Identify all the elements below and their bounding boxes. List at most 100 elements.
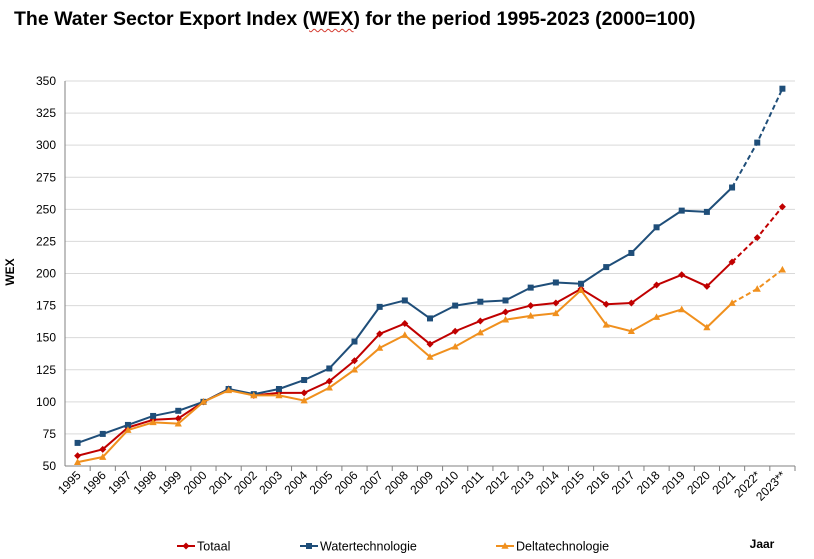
y-tick-100: 100: [36, 395, 56, 409]
x-tick-1998: 1998: [130, 468, 159, 497]
series-deltatechnologie: [73, 265, 787, 465]
y-tick-300: 300: [36, 138, 56, 152]
x-tick-2005: 2005: [307, 468, 336, 497]
point-watertechnologie-2015: [578, 280, 585, 287]
x-tick-labels: 1995199619971998199920002001200220032004…: [55, 468, 789, 504]
x-tick-2016: 2016: [584, 468, 613, 497]
point-totaal-2013: [527, 302, 535, 310]
point-watertechnologie-2004: [301, 377, 308, 384]
y-tick-125: 125: [36, 363, 56, 377]
point-deltatechnologie-2008: [401, 331, 409, 338]
point-deltatechnologie-2013: [527, 312, 535, 319]
point-deltatechnologie-2007: [376, 344, 384, 351]
point-deltatechnologie-2001: [225, 386, 233, 394]
y-tick-225: 225: [36, 234, 56, 248]
legend-label-totaal: Totaal: [197, 540, 230, 554]
point-watertechnologie-2013: [527, 284, 534, 291]
y-tick-175: 175: [36, 299, 56, 313]
x-tick-2000: 2000: [181, 468, 210, 497]
point-totaal-1996: [99, 445, 107, 453]
point-deltatechnologie-2000: [199, 398, 208, 405]
gridlines: [64, 80, 796, 471]
x-tick-2003: 2003: [256, 468, 285, 497]
point-totaal-2012: [502, 308, 510, 316]
point-totaal-2014: [552, 299, 560, 307]
y-tick-275: 275: [36, 170, 56, 184]
point-deltatechnologie-2009: [426, 353, 434, 360]
line-deltatechnologie: [77, 289, 733, 464]
point-watertechnologie-2016: [603, 264, 610, 271]
x-tick-1997: 1997: [105, 468, 134, 497]
line-dashed-watertechnologie: [731, 88, 784, 189]
point-watertechnologie-2006: [351, 338, 358, 345]
point-watertechnologie-2018: [653, 224, 660, 231]
legend-label-watertechnologie: Watertechnologie: [320, 540, 417, 554]
legend-item-deltatechnologie: Deltatechnologie: [496, 540, 609, 554]
x-tick-1996: 1996: [80, 468, 109, 497]
point-totaal-2017: [627, 299, 635, 307]
point-watertechnologie-2007: [376, 303, 383, 310]
y-tick-labels: 50 75 100 125 150 175 200 225 250 275 300 325 350: [36, 74, 56, 473]
x-tick-2009: 2009: [407, 468, 436, 497]
point-watertechnologie-1999: [175, 407, 182, 414]
x-tick-2013: 2013: [508, 468, 537, 497]
y-axis-label: WEX: [3, 258, 17, 285]
x-tick-2001: 2001: [206, 468, 235, 497]
point-totaal-2023**: [778, 203, 786, 211]
point-deltatechnologie-2012: [501, 315, 510, 323]
legend-marker-watertechnologie: [306, 543, 312, 549]
legend: Totaal Watertechnologie Deltatechnologie: [177, 540, 609, 554]
point-totaal-2010: [451, 327, 459, 335]
chart-title: The Water Sector Export Index (WEX) for …: [14, 8, 695, 31]
point-deltatechnologie-2020: [703, 323, 711, 331]
title-part-1: The Water Sector Export Index (: [14, 8, 310, 30]
point-watertechnologie-1996: [99, 430, 106, 437]
point-totaal-1999: [174, 415, 182, 423]
point-totaal-2021: [728, 258, 736, 266]
point-watertechnologie-1995: [74, 439, 81, 446]
y-tick-325: 325: [36, 106, 56, 120]
point-deltatechnologie-2021: [728, 299, 736, 306]
legend-marker-deltatechnologie: [501, 542, 509, 549]
x-tick-2004: 2004: [281, 468, 310, 497]
legend-item-watertechnologie: Watertechnologie: [300, 540, 417, 554]
x-tick-1999: 1999: [156, 468, 185, 497]
x-axis-label: Jaar: [750, 537, 775, 551]
point-watertechnologie-2010: [452, 302, 459, 309]
point-watertechnologie-2014: [552, 279, 559, 286]
x-tick-2017: 2017: [609, 468, 638, 497]
point-deltatechnologie-2004: [300, 396, 308, 404]
point-watertechnologie-2021: [729, 184, 736, 191]
point-totaal-2020: [703, 282, 711, 290]
point-totaal-1995: [74, 452, 82, 460]
point-deltatechnologie-2010: [451, 342, 459, 350]
point-watertechnologie-2005: [326, 365, 333, 372]
x-tick-2014: 2014: [533, 468, 562, 497]
point-deltatechnologie-2017: [627, 327, 635, 335]
series-group: [73, 85, 787, 465]
point-watertechnologie-1997: [124, 421, 131, 428]
x-tick-2006: 2006: [332, 468, 361, 497]
point-deltatechnologie-2015: [577, 286, 585, 293]
point-deltatechnologie-2019: [678, 305, 686, 313]
legend-marker-totaal: [182, 542, 190, 550]
x-tick-2018: 2018: [634, 468, 663, 497]
y-tick-150: 150: [36, 331, 56, 345]
point-watertechnologie-2023**: [779, 85, 786, 92]
series-watertechnologie: [74, 85, 786, 446]
point-totaal-2005: [325, 377, 333, 385]
point-deltatechnologie-1998: [149, 418, 157, 426]
x-tick-2011: 2011: [458, 468, 486, 496]
point-deltatechnologie-2003: [275, 391, 283, 399]
x-tick-2015: 2015: [558, 468, 587, 497]
title-part-wex: WEX: [309, 8, 354, 30]
point-watertechnologie-2011: [477, 298, 484, 305]
title-part-2: ) for the period 1995-2023 (2000=100): [353, 8, 696, 30]
point-deltatechnologie-1999: [174, 419, 182, 427]
point-watertechnologie-2022*: [754, 139, 761, 146]
point-totaal-2011: [476, 317, 484, 325]
legend-item-totaal: Totaal: [177, 540, 230, 554]
point-totaal-2016: [602, 300, 610, 308]
point-totaal-2007: [376, 330, 384, 338]
